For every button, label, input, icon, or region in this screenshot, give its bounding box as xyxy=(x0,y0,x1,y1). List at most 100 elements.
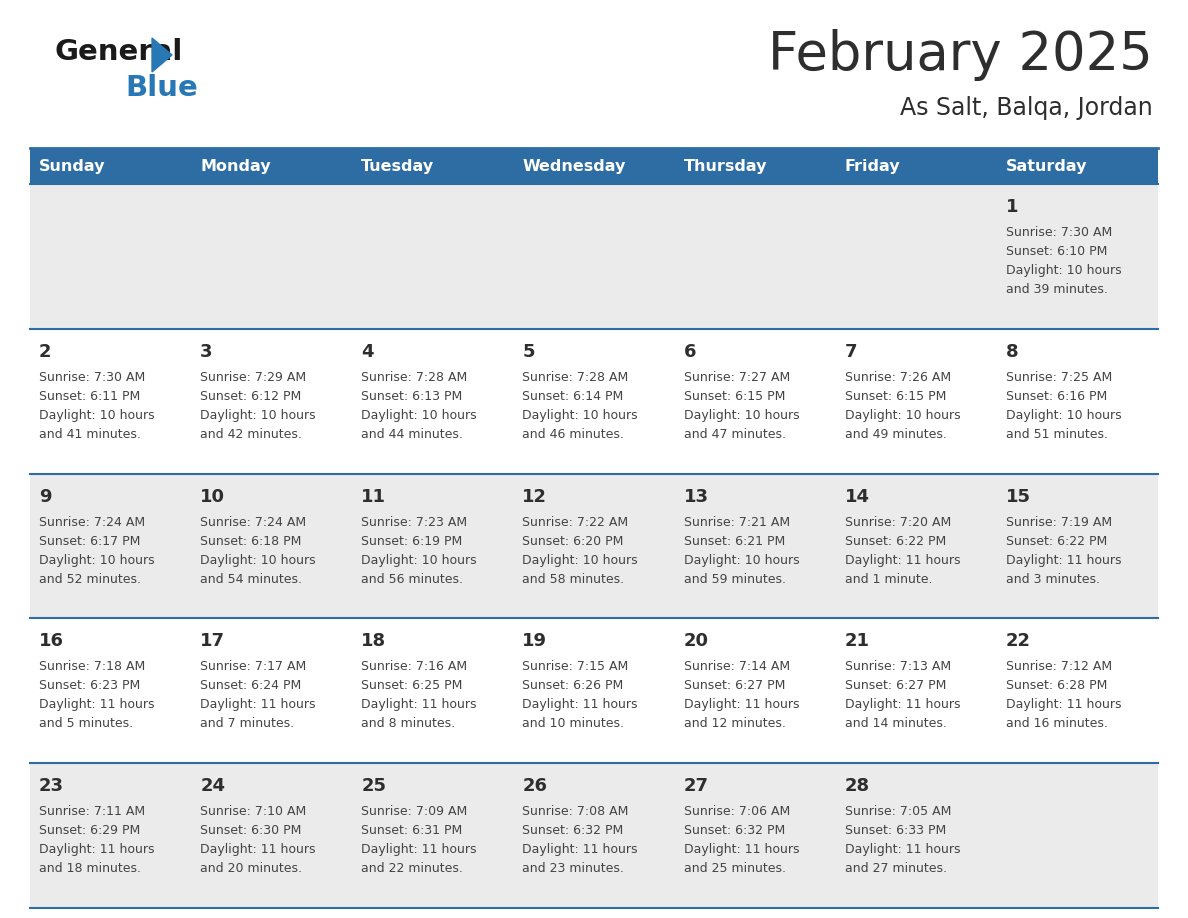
Text: 11: 11 xyxy=(361,487,386,506)
Text: 13: 13 xyxy=(683,487,708,506)
Text: February 2025: February 2025 xyxy=(769,29,1154,81)
Text: Daylight: 11 hours: Daylight: 11 hours xyxy=(523,699,638,711)
Bar xyxy=(675,148,835,184)
Polygon shape xyxy=(152,38,172,72)
Text: and 54 minutes.: and 54 minutes. xyxy=(200,573,302,586)
Text: Sunset: 6:26 PM: Sunset: 6:26 PM xyxy=(523,679,624,692)
Text: Sunset: 6:17 PM: Sunset: 6:17 PM xyxy=(39,534,140,548)
Text: Blue: Blue xyxy=(126,74,198,102)
Bar xyxy=(191,148,353,184)
Text: Sunset: 6:27 PM: Sunset: 6:27 PM xyxy=(845,679,946,692)
Text: 23: 23 xyxy=(39,778,64,795)
Text: Sunrise: 7:28 AM: Sunrise: 7:28 AM xyxy=(523,371,628,384)
Text: 10: 10 xyxy=(200,487,226,506)
Text: Sunset: 6:32 PM: Sunset: 6:32 PM xyxy=(683,824,785,837)
Text: Daylight: 10 hours: Daylight: 10 hours xyxy=(361,409,476,421)
Text: 26: 26 xyxy=(523,778,548,795)
Text: 1: 1 xyxy=(1006,198,1018,216)
Text: and 52 minutes.: and 52 minutes. xyxy=(39,573,141,586)
Text: and 47 minutes.: and 47 minutes. xyxy=(683,428,785,441)
Bar xyxy=(997,148,1158,184)
Text: 21: 21 xyxy=(845,633,870,650)
Text: Sunrise: 7:20 AM: Sunrise: 7:20 AM xyxy=(845,516,950,529)
Text: and 39 minutes.: and 39 minutes. xyxy=(1006,283,1107,296)
Text: Daylight: 10 hours: Daylight: 10 hours xyxy=(361,554,476,566)
Text: Daylight: 11 hours: Daylight: 11 hours xyxy=(845,554,960,566)
Text: 19: 19 xyxy=(523,633,548,650)
Text: Sunset: 6:20 PM: Sunset: 6:20 PM xyxy=(523,534,624,548)
Text: and 25 minutes.: and 25 minutes. xyxy=(683,862,785,875)
Text: and 8 minutes.: and 8 minutes. xyxy=(361,717,455,731)
Text: Sunrise: 7:28 AM: Sunrise: 7:28 AM xyxy=(361,371,468,384)
Text: Daylight: 11 hours: Daylight: 11 hours xyxy=(523,844,638,856)
Text: Daylight: 10 hours: Daylight: 10 hours xyxy=(683,554,800,566)
Text: Daylight: 10 hours: Daylight: 10 hours xyxy=(845,409,960,421)
Text: Monday: Monday xyxy=(200,159,271,174)
Text: Sunrise: 7:15 AM: Sunrise: 7:15 AM xyxy=(523,660,628,674)
Text: Sunrise: 7:23 AM: Sunrise: 7:23 AM xyxy=(361,516,467,529)
Text: and 58 minutes.: and 58 minutes. xyxy=(523,573,625,586)
Text: Daylight: 11 hours: Daylight: 11 hours xyxy=(39,699,154,711)
Text: As Salt, Balqa, Jordan: As Salt, Balqa, Jordan xyxy=(901,96,1154,120)
Text: and 10 minutes.: and 10 minutes. xyxy=(523,717,625,731)
Text: Daylight: 10 hours: Daylight: 10 hours xyxy=(39,554,154,566)
Text: Sunrise: 7:24 AM: Sunrise: 7:24 AM xyxy=(200,516,307,529)
Text: 22: 22 xyxy=(1006,633,1031,650)
Text: and 1 minute.: and 1 minute. xyxy=(845,573,933,586)
Bar xyxy=(30,619,1158,763)
Text: Daylight: 10 hours: Daylight: 10 hours xyxy=(200,554,316,566)
Text: Sunrise: 7:17 AM: Sunrise: 7:17 AM xyxy=(200,660,307,674)
Text: Sunrise: 7:30 AM: Sunrise: 7:30 AM xyxy=(1006,226,1112,239)
Text: Sunday: Sunday xyxy=(39,159,106,174)
Text: Sunset: 6:27 PM: Sunset: 6:27 PM xyxy=(683,679,785,692)
Text: Sunrise: 7:26 AM: Sunrise: 7:26 AM xyxy=(845,371,950,384)
Text: Sunrise: 7:13 AM: Sunrise: 7:13 AM xyxy=(845,660,950,674)
Text: 28: 28 xyxy=(845,778,870,795)
Text: and 20 minutes.: and 20 minutes. xyxy=(200,862,302,875)
Text: and 59 minutes.: and 59 minutes. xyxy=(683,573,785,586)
Text: Sunrise: 7:06 AM: Sunrise: 7:06 AM xyxy=(683,805,790,818)
Text: and 41 minutes.: and 41 minutes. xyxy=(39,428,141,441)
Text: and 44 minutes.: and 44 minutes. xyxy=(361,428,463,441)
Text: Sunset: 6:30 PM: Sunset: 6:30 PM xyxy=(200,824,302,837)
Text: 15: 15 xyxy=(1006,487,1031,506)
Text: Sunrise: 7:30 AM: Sunrise: 7:30 AM xyxy=(39,371,145,384)
Text: and 56 minutes.: and 56 minutes. xyxy=(361,573,463,586)
Text: and 18 minutes.: and 18 minutes. xyxy=(39,862,141,875)
Text: and 14 minutes.: and 14 minutes. xyxy=(845,717,947,731)
Text: Sunrise: 7:05 AM: Sunrise: 7:05 AM xyxy=(845,805,952,818)
Text: 4: 4 xyxy=(361,342,374,361)
Text: Sunrise: 7:29 AM: Sunrise: 7:29 AM xyxy=(200,371,307,384)
Text: Sunset: 6:31 PM: Sunset: 6:31 PM xyxy=(361,824,462,837)
Text: Sunset: 6:25 PM: Sunset: 6:25 PM xyxy=(361,679,462,692)
Text: 7: 7 xyxy=(845,342,858,361)
Text: Sunset: 6:13 PM: Sunset: 6:13 PM xyxy=(361,390,462,403)
Text: and 27 minutes.: and 27 minutes. xyxy=(845,862,947,875)
Text: and 5 minutes.: and 5 minutes. xyxy=(39,717,133,731)
Text: and 3 minutes.: and 3 minutes. xyxy=(1006,573,1100,586)
Text: 8: 8 xyxy=(1006,342,1018,361)
Text: Daylight: 10 hours: Daylight: 10 hours xyxy=(523,554,638,566)
Text: Daylight: 10 hours: Daylight: 10 hours xyxy=(1006,409,1121,421)
Text: Sunset: 6:23 PM: Sunset: 6:23 PM xyxy=(39,679,140,692)
Text: Sunset: 6:28 PM: Sunset: 6:28 PM xyxy=(1006,679,1107,692)
Text: Wednesday: Wednesday xyxy=(523,159,626,174)
Text: Sunrise: 7:18 AM: Sunrise: 7:18 AM xyxy=(39,660,145,674)
Text: 12: 12 xyxy=(523,487,548,506)
Text: Daylight: 10 hours: Daylight: 10 hours xyxy=(200,409,316,421)
Text: 3: 3 xyxy=(200,342,213,361)
Text: 6: 6 xyxy=(683,342,696,361)
Text: Daylight: 11 hours: Daylight: 11 hours xyxy=(1006,554,1121,566)
Text: and 49 minutes.: and 49 minutes. xyxy=(845,428,947,441)
Text: Sunrise: 7:08 AM: Sunrise: 7:08 AM xyxy=(523,805,628,818)
Text: Sunset: 6:15 PM: Sunset: 6:15 PM xyxy=(845,390,946,403)
Bar xyxy=(353,148,513,184)
Text: Sunrise: 7:10 AM: Sunrise: 7:10 AM xyxy=(200,805,307,818)
Text: Sunset: 6:12 PM: Sunset: 6:12 PM xyxy=(200,390,302,403)
Text: Daylight: 10 hours: Daylight: 10 hours xyxy=(523,409,638,421)
Text: and 42 minutes.: and 42 minutes. xyxy=(200,428,302,441)
Text: and 12 minutes.: and 12 minutes. xyxy=(683,717,785,731)
Text: Sunrise: 7:16 AM: Sunrise: 7:16 AM xyxy=(361,660,467,674)
Text: Sunset: 6:33 PM: Sunset: 6:33 PM xyxy=(845,824,946,837)
Text: Sunset: 6:18 PM: Sunset: 6:18 PM xyxy=(200,534,302,548)
